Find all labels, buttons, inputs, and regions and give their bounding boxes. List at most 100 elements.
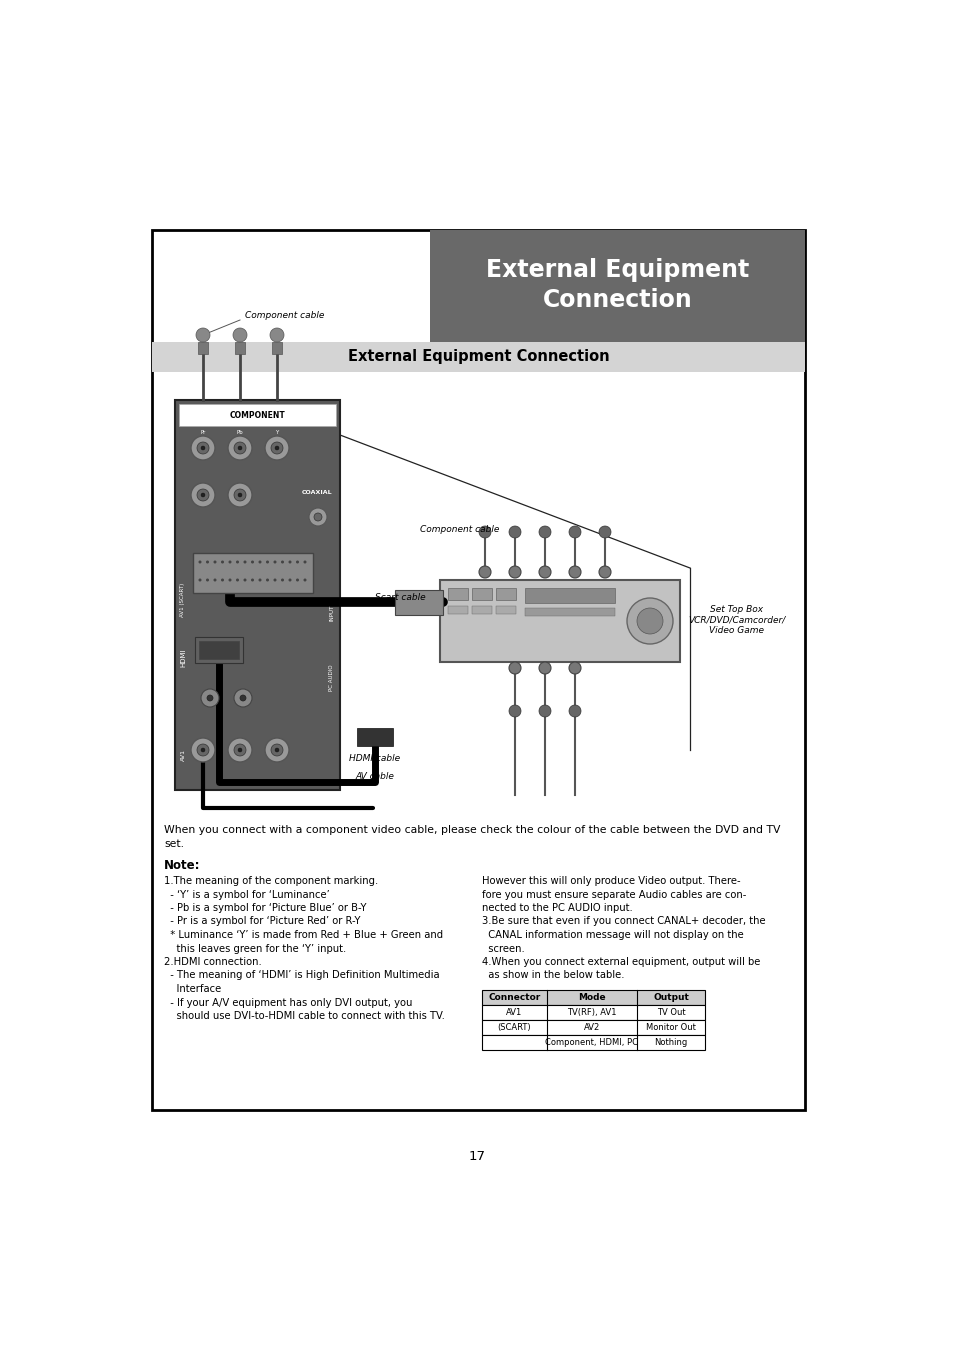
Bar [356,728,393,747]
Circle shape [237,493,242,497]
Circle shape [271,441,283,454]
Circle shape [243,560,246,563]
Circle shape [240,695,246,701]
Bar [430,230,804,342]
Text: External Equipment: External Equipment [485,258,748,282]
Bar [439,580,679,662]
Circle shape [274,560,276,563]
Circle shape [213,560,216,563]
Circle shape [221,560,224,563]
Circle shape [309,508,327,526]
Circle shape [237,748,242,752]
Text: CANAL information message will not display on the: CANAL information message will not displ… [481,930,743,940]
Text: HDMI cable: HDMI cable [349,755,400,763]
Circle shape [637,608,662,634]
Circle shape [274,446,278,450]
Bar [152,230,804,1110]
Text: HDMI: HDMI [180,649,186,667]
Circle shape [228,483,252,508]
Circle shape [509,705,520,717]
Text: Nothing: Nothing [654,1038,687,1048]
Circle shape [295,579,298,582]
Circle shape [233,441,246,454]
Circle shape [228,738,252,761]
Bar [496,589,516,599]
Text: set.: set. [164,838,184,849]
Text: Mode: Mode [578,994,605,1002]
Circle shape [274,748,278,752]
Circle shape [271,744,283,756]
Circle shape [281,560,284,563]
Circle shape [568,662,580,674]
Text: (SCART): (SCART) [497,1023,531,1031]
Text: COAXIAL: COAXIAL [301,490,332,495]
Circle shape [538,705,551,717]
Circle shape [206,579,209,582]
Bar [179,404,335,427]
Bar [448,606,468,614]
Text: INPUT: INPUT [329,605,335,621]
Circle shape [191,483,214,508]
Text: Connection: Connection [542,288,692,312]
Text: as show in the below table.: as show in the below table. [481,971,624,980]
Circle shape [270,328,284,342]
Circle shape [201,748,205,752]
Circle shape [191,738,214,761]
Text: AV2: AV2 [583,1023,599,1031]
Bar [194,637,243,663]
Text: - The meaning of ‘HDMI’ is High Definition Multimedia: - The meaning of ‘HDMI’ is High Definiti… [164,971,439,980]
Text: Note:: Note: [164,859,200,872]
Bar [395,590,442,616]
Circle shape [228,436,252,460]
Text: Y: Y [275,431,278,436]
Text: - Pr is a symbol for ‘Picture Red’ or R-Y: - Pr is a symbol for ‘Picture Red’ or R-… [164,917,360,926]
Text: Scart cable: Scart cable [375,594,425,602]
Bar [198,342,208,354]
Circle shape [233,489,246,501]
Text: Component cable: Component cable [419,525,498,535]
Text: AV1: AV1 [506,1008,522,1017]
Bar [234,342,245,354]
Text: Output: Output [653,994,688,1002]
Circle shape [478,566,491,578]
Circle shape [478,526,491,539]
Circle shape [509,566,520,578]
Circle shape [265,738,289,761]
Text: AV1 (SCART): AV1 (SCART) [180,583,185,617]
Circle shape [295,560,298,563]
Circle shape [201,688,219,707]
Circle shape [191,436,214,460]
Bar [524,608,615,616]
Bar [481,990,704,1004]
Circle shape [198,560,201,563]
Text: Interface: Interface [164,984,221,994]
Bar [481,1021,704,1035]
Circle shape [235,579,239,582]
Text: 17: 17 [468,1150,485,1162]
Bar [152,342,804,373]
Circle shape [538,526,551,539]
Bar [496,606,516,614]
Circle shape [201,446,205,450]
Circle shape [206,560,209,563]
Text: However this will only produce Video output. There-: However this will only produce Video out… [481,876,740,886]
Circle shape [274,579,276,582]
Text: Monitor Out: Monitor Out [645,1023,695,1031]
Circle shape [235,560,239,563]
Circle shape [598,566,610,578]
Circle shape [266,560,269,563]
Circle shape [233,328,247,342]
Circle shape [538,662,551,674]
Text: Pr: Pr [200,431,206,436]
Text: 2.HDMI connection.: 2.HDMI connection. [164,957,261,967]
Text: fore you must ensure separate Audio cables are con-: fore you must ensure separate Audio cabl… [481,890,745,899]
Bar [472,589,492,599]
Text: 4.When you connect external equipment, output will be: 4.When you connect external equipment, o… [481,957,760,967]
Text: Component, HDMI, PC: Component, HDMI, PC [545,1038,638,1048]
Circle shape [303,560,306,563]
Text: Connector: Connector [488,994,540,1002]
Circle shape [314,513,322,521]
Circle shape [233,744,246,756]
Bar [448,589,468,599]
Bar [272,342,282,354]
